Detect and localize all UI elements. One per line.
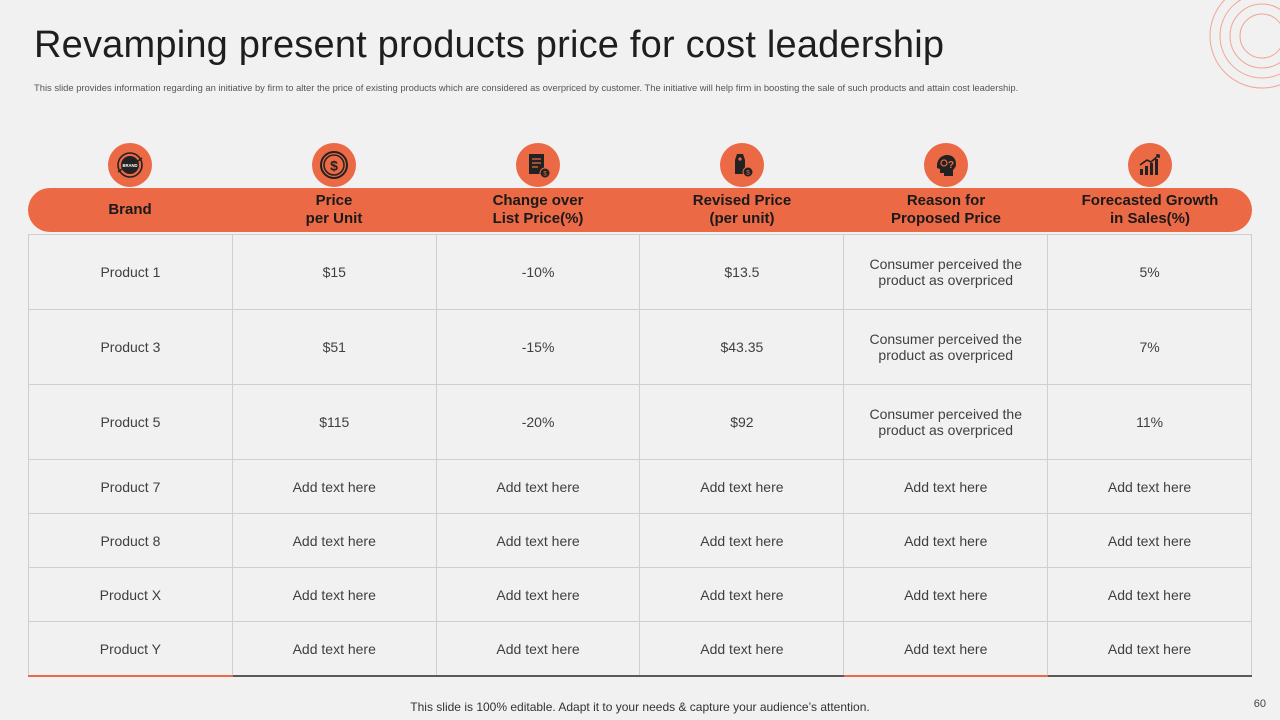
table-cell: Consumer perceived the product as overpr… (843, 234, 1049, 310)
table-cell: Product 7 (28, 459, 233, 514)
table-row: Product 3 $51 -15% $43.35 Consumer perce… (28, 309, 1252, 385)
column-header-brand: Brand (28, 188, 232, 232)
column-header-line: List Price(%) (492, 210, 584, 227)
reasoning-head-icon: ? (924, 143, 968, 187)
growth-chart-icon (1128, 143, 1172, 187)
table-cell: -20% (435, 384, 641, 460)
table-cell: Add text here (231, 459, 437, 514)
table-row: Product 1 $15 -10% $13.5 Consumer percei… (28, 234, 1252, 310)
table-row: Product Y Add text here Add text here Ad… (28, 621, 1252, 677)
column-header-line: Proposed Price (890, 210, 1002, 227)
column-header-price-per-unit: Price per Unit (232, 188, 436, 232)
table-cell: Product 3 (28, 309, 233, 385)
column-header-forecasted-growth: Forecasted Growth in Sales(%) (1048, 188, 1252, 232)
table-cell: Add text here (231, 567, 437, 622)
column-header-revised-price: Revised Price (per unit) (640, 188, 844, 232)
table-cell: Add text here (1047, 621, 1252, 677)
column-header-line: Forecasted Growth (1081, 192, 1219, 209)
table-cell: Add text here (435, 459, 641, 514)
table-cell: 11% (1047, 384, 1252, 460)
table-cell: Add text here (231, 621, 437, 677)
table-cell: Add text here (639, 459, 845, 514)
column-header-line: Revised Price (692, 192, 792, 209)
table-cell: Add text here (639, 567, 845, 622)
table-cell: Add text here (639, 621, 845, 677)
slide-footer: This slide is 100% editable. Adapt it to… (410, 700, 870, 714)
table-cell: $115 (231, 384, 437, 460)
table-cell: Add text here (843, 459, 1049, 514)
price-list-icon: $ (516, 143, 560, 187)
table-row: Product 8 Add text here Add text here Ad… (28, 513, 1252, 568)
svg-text:$: $ (746, 171, 750, 177)
brand-badge-icon: BRAND (108, 143, 152, 187)
table-row: Product X Add text here Add text here Ad… (28, 567, 1252, 622)
table-row: Product 5 $115 -20% $92 Consumer perceiv… (28, 384, 1252, 460)
svg-text:?: ? (948, 160, 954, 171)
page-number: 60 (1253, 698, 1266, 710)
svg-text:$: $ (543, 172, 547, 178)
concentric-circles-decoration (1209, 0, 1280, 89)
table-cell: $92 (639, 384, 845, 460)
table-cell: -15% (435, 309, 641, 385)
column-header-line: (per unit) (709, 210, 775, 227)
table-cell: Add text here (435, 621, 641, 677)
table-cell: $13.5 (639, 234, 845, 310)
table-cell: Product 5 (28, 384, 233, 460)
dollar-coin-icon: $ (312, 143, 356, 187)
slide-title: Revamping present products price for cos… (34, 24, 945, 66)
table-cell: Product 1 (28, 234, 233, 310)
pricing-table: Product 1 $15 -10% $13.5 Consumer percei… (28, 234, 1252, 677)
table-row: Product 7 Add text here Add text here Ad… (28, 459, 1252, 514)
table-cell: Add text here (843, 567, 1049, 622)
column-header-line: in Sales(%) (1109, 210, 1190, 227)
table-cell: Add text here (1047, 567, 1252, 622)
table-cell: Add text here (1047, 459, 1252, 514)
column-header-line: per Unit (305, 210, 363, 227)
table-cell: Add text here (843, 513, 1049, 568)
table-cell: Add text here (1047, 513, 1252, 568)
table-cell: $51 (231, 309, 437, 385)
table-cell: Add text here (435, 513, 641, 568)
svg-text:$: $ (330, 158, 338, 174)
table-cell: 5% (1047, 234, 1252, 310)
table-cell: Consumer perceived the product as overpr… (843, 384, 1049, 460)
table-cell: Product 8 (28, 513, 233, 568)
column-header-line: Brand (108, 201, 152, 218)
column-header-line: Reason for (906, 192, 986, 209)
column-header-reason: Reason for Proposed Price (844, 188, 1048, 232)
table-cell: 7% (1047, 309, 1252, 385)
column-header-line: Change over (492, 192, 584, 209)
brand-badge-text: BRAND (122, 163, 137, 168)
column-header-line: Price (315, 192, 353, 209)
table-cell: Add text here (843, 621, 1049, 677)
table-cell: Add text here (639, 513, 845, 568)
table-cell: $15 (231, 234, 437, 310)
table-cell: Product Y (28, 621, 233, 677)
table-header-band (28, 188, 1252, 232)
table-cell: Consumer perceived the product as overpr… (843, 309, 1049, 385)
table-cell: $43.35 (639, 309, 845, 385)
table-cell: Product X (28, 567, 233, 622)
price-tag-icon: $ (720, 143, 764, 187)
table-cell: -10% (435, 234, 641, 310)
column-header-change-over-list-price: Change over List Price(%) (436, 188, 640, 232)
slide-subtitle: This slide provides information regardin… (34, 82, 1019, 93)
table-cell: Add text here (435, 567, 641, 622)
table-cell: Add text here (231, 513, 437, 568)
